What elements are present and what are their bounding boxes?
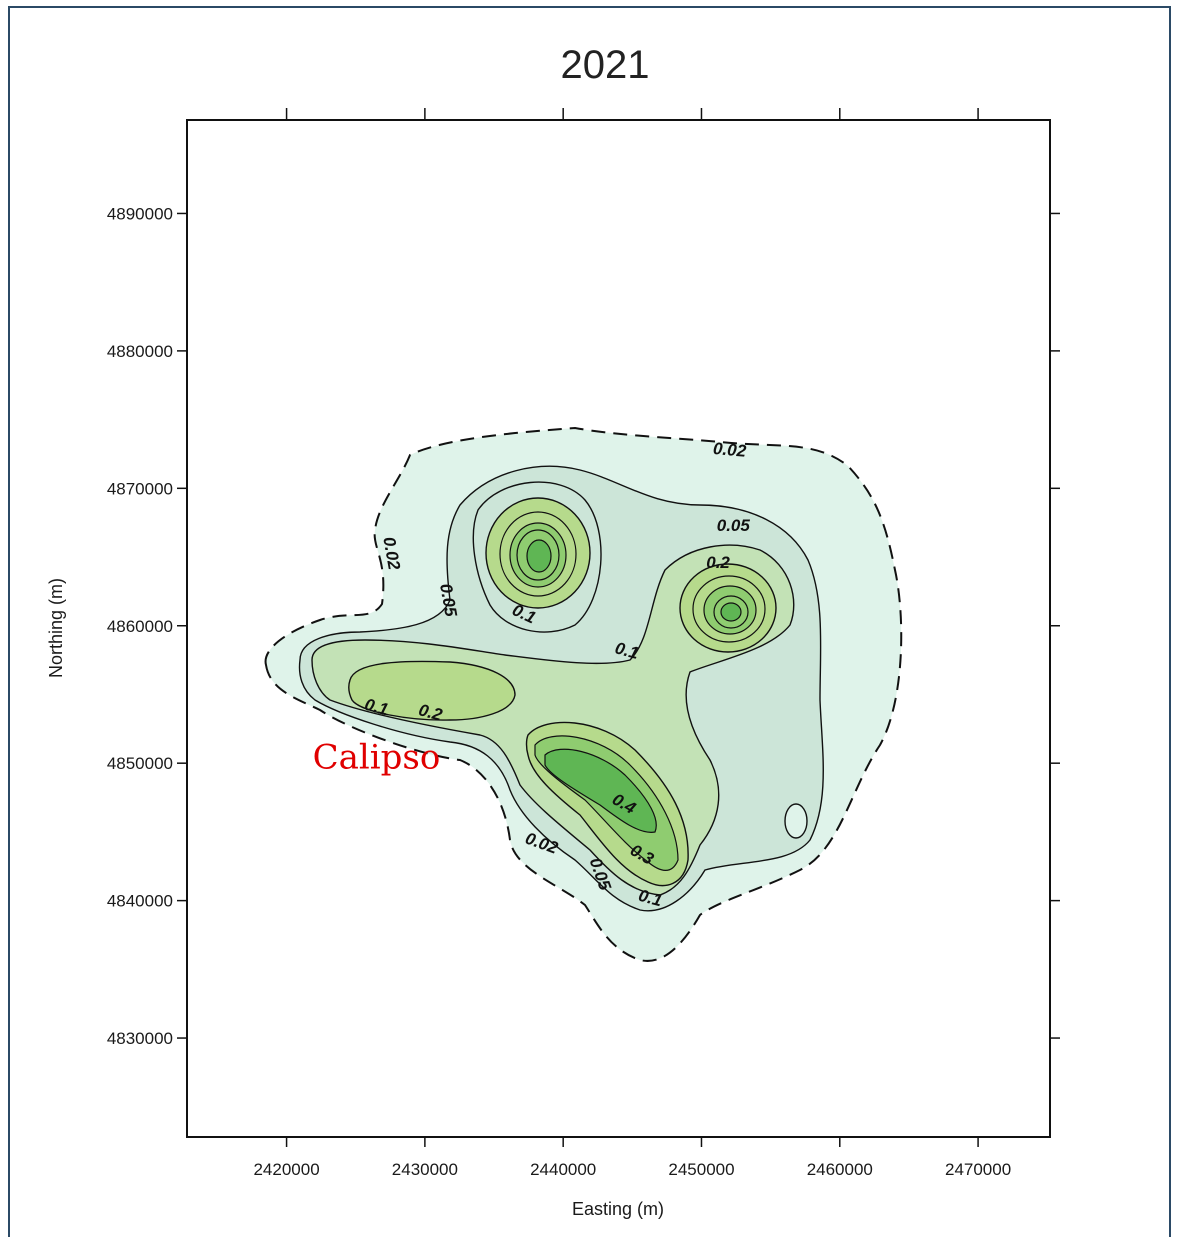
contour-line-north-ring-2 — [509, 522, 567, 588]
contour-line-north-ring-3 — [516, 529, 560, 581]
contour-label: 0.05 — [717, 516, 751, 535]
contour-label: 0.2 — [706, 553, 730, 572]
contour-line-east-ring-3 — [713, 595, 749, 629]
x-axis-title: Easting (m) — [572, 1199, 664, 1219]
contour-line-0.05 — [298, 465, 824, 912]
contour-line-0.2-west — [347, 660, 516, 721]
contour-line-east-ring-1 — [692, 575, 766, 643]
x-tick-label: 2440000 — [530, 1160, 596, 1179]
x-tick-label: 2430000 — [392, 1160, 458, 1179]
contour-line-north-ring-4 — [526, 539, 552, 573]
figure-frame — [8, 6, 1171, 1237]
contour-line-0.1-north — [472, 481, 602, 633]
y-tick-label: 4890000 — [107, 204, 173, 223]
contour-label: 0.02 — [712, 439, 747, 461]
contour-line-0.1 — [311, 544, 795, 896]
contour-line-east-ring-2 — [703, 585, 757, 635]
y-axis-ticks — [177, 212, 1060, 1039]
contour-fill-0.2-west — [348, 661, 515, 721]
y-axis-title: Northing (m) — [46, 578, 66, 678]
y-tick-label: 4860000 — [107, 617, 173, 636]
contour-fill-0.4-south — [545, 749, 657, 833]
x-axis-ticks — [285, 108, 979, 1147]
contour-fill-0.4-east — [721, 603, 741, 621]
contour-fill-small-ring — [785, 804, 807, 838]
contour-line-0.02 — [264, 426, 903, 962]
x-axis-tick-labels: 2420000 2430000 2440000 2450000 2460000 24700… — [253, 1160, 1011, 1179]
x-tick-label: 2420000 — [253, 1160, 319, 1179]
y-tick-label: 4830000 — [107, 1029, 173, 1048]
y-tick-label: 4880000 — [107, 342, 173, 361]
contour-line-south-ring-1 — [534, 735, 679, 871]
contour-line-0.2-east — [679, 563, 777, 653]
y-tick-label: 4840000 — [107, 892, 173, 911]
x-tick-label: 2470000 — [945, 1160, 1011, 1179]
x-tick-label: 2460000 — [807, 1160, 873, 1179]
chart-title: 2021 — [561, 43, 650, 87]
annotation-label: Calipso — [313, 738, 441, 778]
contour-line-small-ring — [784, 803, 808, 839]
contour-line-0.2-north — [485, 497, 591, 609]
contour-line-east-ring-4 — [720, 602, 742, 622]
contour-lines — [264, 426, 903, 962]
y-tick-label: 4850000 — [107, 754, 173, 773]
y-tick-label: 4870000 — [107, 479, 173, 498]
contour-fill-0.4-north — [527, 540, 551, 572]
contour-line-south-ring-2 — [544, 748, 657, 833]
y-axis-tick-labels: 4830000 4840000 4850000 4860000 4870000 48800… — [107, 204, 173, 1048]
annotations: Calipso — [313, 738, 441, 778]
contour-line-0.2-south — [525, 721, 689, 887]
contour-line-north-ring-1 — [499, 511, 577, 597]
x-tick-label: 2450000 — [668, 1160, 734, 1179]
